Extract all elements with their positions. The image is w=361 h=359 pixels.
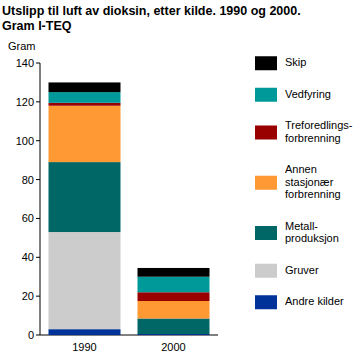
bar-segment (138, 301, 210, 318)
y-tick (36, 101, 40, 102)
legend-label: Skip (285, 56, 306, 68)
y-axis-label: Gram (8, 40, 36, 52)
y-tick-label: 140 (16, 57, 34, 69)
y-tick-label: 60 (22, 212, 34, 224)
x-tick-label: 1990 (72, 341, 96, 353)
bar-segment (49, 162, 121, 232)
bar-segment (49, 106, 121, 162)
y-tick-label: 20 (22, 290, 34, 302)
y-tick-label: 0 (28, 329, 34, 341)
y-tick (36, 257, 40, 258)
y-axis (40, 63, 41, 335)
y-tick (36, 218, 40, 219)
y-tick (36, 296, 40, 297)
legend-label: Treforedlings-forbrenning (285, 119, 353, 144)
y-tick-label: 40 (22, 251, 34, 263)
legend-label: Andre kilder (285, 295, 344, 307)
x-tick-label: 2000 (161, 341, 185, 353)
title: Utslipp til luft av dioksin, etter kilde… (2, 4, 301, 18)
legend-swatch (255, 295, 277, 309)
legend-swatch (255, 56, 277, 70)
bar-segment (138, 268, 210, 277)
legend-swatch (255, 88, 277, 102)
legend-label: Gruver (285, 264, 319, 276)
legend-label: Metall-produksjon (285, 220, 339, 245)
legend-swatch (255, 226, 277, 240)
y-tick-label: 100 (16, 135, 34, 147)
y-tick (36, 63, 40, 64)
legend-swatch (255, 264, 277, 278)
y-tick (36, 179, 40, 180)
legend-label: Vedfyring (285, 88, 331, 100)
subtitle: Gram I-TEQ (2, 19, 72, 33)
legend-swatch (255, 176, 277, 190)
bars (49, 82, 210, 335)
legend-label: Annenstasjonærforbrenning (285, 163, 341, 200)
y-tick-label: 120 (16, 96, 34, 108)
y-tick-label: 80 (22, 174, 34, 186)
legend-swatch (255, 126, 277, 140)
bar-segment (138, 277, 210, 293)
y-tick (36, 335, 40, 336)
bar-segment (49, 82, 121, 92)
bar-segment (138, 292, 210, 301)
bar-segment (138, 318, 210, 334)
y-tick (36, 140, 40, 141)
bar-segment (49, 329, 121, 335)
bar-segment (49, 92, 121, 103)
chart: Utslipp til luft av dioksin, etter kilde… (0, 0, 361, 359)
bar-segment (49, 232, 121, 329)
bar-segment (49, 103, 121, 106)
